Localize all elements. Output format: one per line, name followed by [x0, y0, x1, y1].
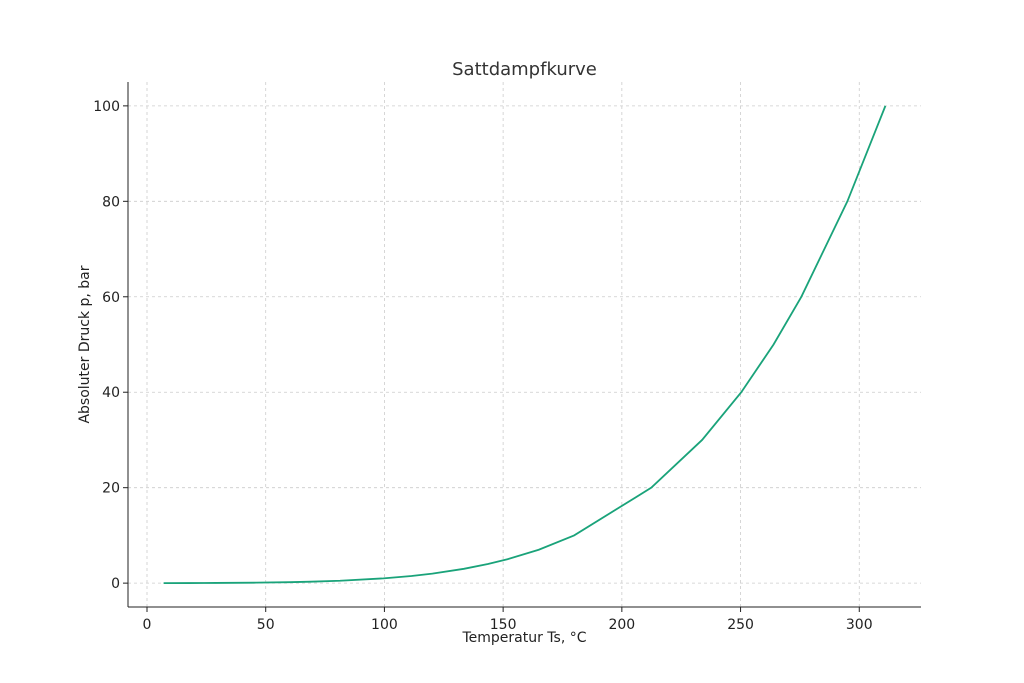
x-axis-label: Temperatur Ts, °C: [461, 630, 586, 646]
grid: [128, 82, 921, 607]
x-tick-label: 250: [727, 617, 754, 633]
series-layer: [163, 105, 887, 584]
y-tick-label: 40: [102, 385, 120, 401]
x-tick-label: 50: [257, 617, 275, 633]
y-axis-label: Absoluter Druck p, bar: [77, 265, 93, 423]
y-tick-label: 100: [93, 99, 120, 115]
y-tick-label: 60: [102, 290, 120, 306]
x-tick-label: 200: [608, 617, 635, 633]
x-tick-label: 100: [371, 617, 398, 633]
chart-title: Sattdampfkurve: [452, 59, 597, 80]
y-tick-label: 0: [111, 576, 120, 592]
axes: [127, 82, 921, 608]
y-tick-label: 20: [102, 481, 120, 497]
y-tick-label: 80: [102, 194, 120, 210]
ticks: 0 50 100 150 200 250 300 0 20 40 60 80 100: [93, 99, 872, 633]
series-line: [163, 105, 887, 584]
x-tick-label: 300: [846, 617, 873, 633]
x-tick-label: 150: [490, 617, 517, 633]
x-tick-label: 0: [143, 617, 152, 633]
